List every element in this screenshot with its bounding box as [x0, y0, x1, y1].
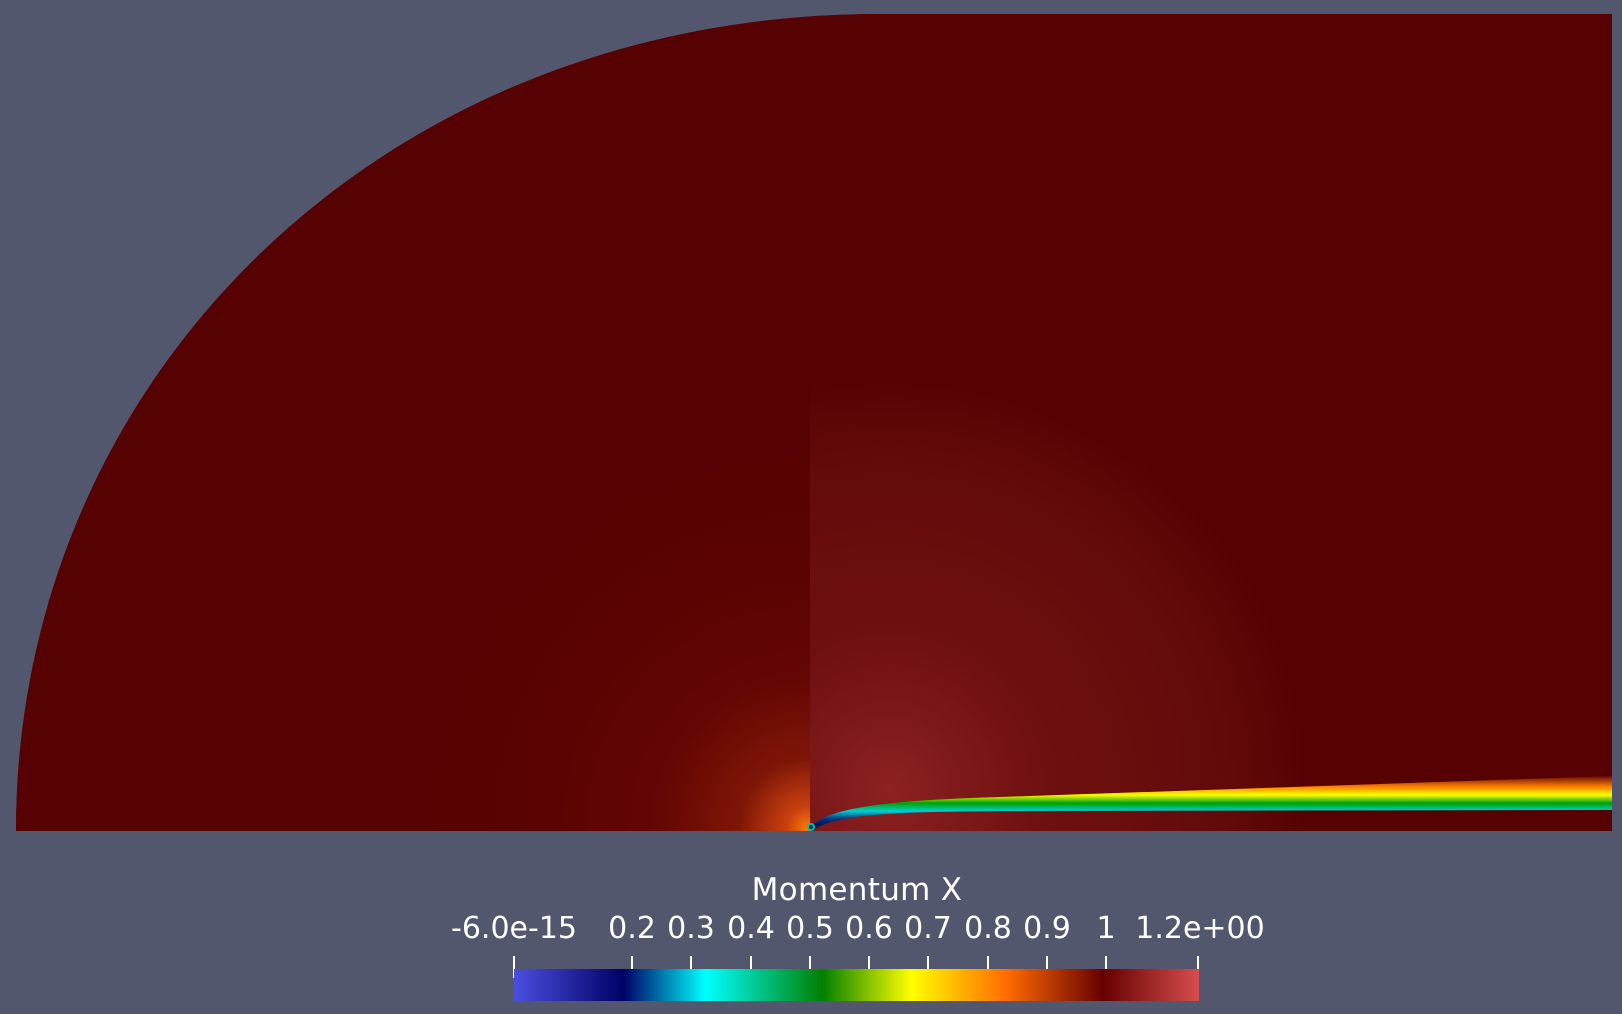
flow-domain — [16, 14, 1612, 831]
boundary-layer-wake — [812, 776, 1612, 830]
